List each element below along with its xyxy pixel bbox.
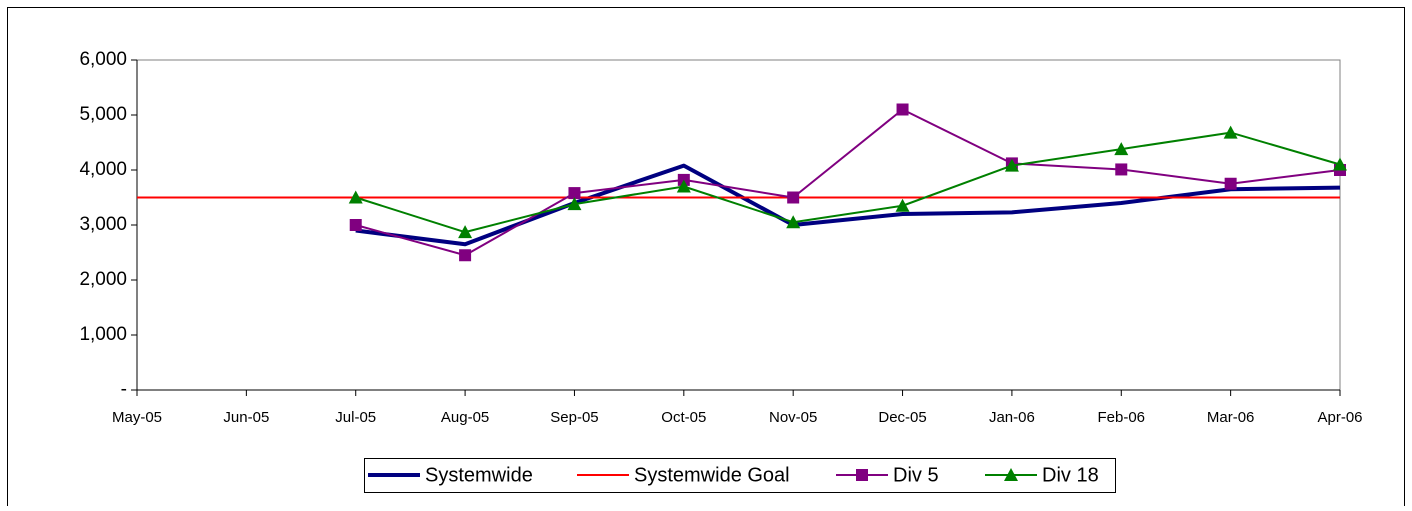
chart-border	[7, 7, 1405, 511]
x-tick-label: Sep-05	[550, 409, 598, 426]
marker	[787, 191, 800, 204]
marker	[349, 219, 362, 231]
x-tick-label: Aug-05	[441, 409, 489, 426]
x-tick-label: Jul-05	[335, 409, 376, 426]
marker	[567, 197, 582, 211]
y-tick-label: 2,000	[79, 269, 127, 290]
y-tick-label: 1,000	[79, 324, 127, 345]
legend-label: Systemwide	[425, 464, 533, 486]
legend-marker	[856, 469, 868, 481]
x-tick-label: Mar-06	[1207, 409, 1255, 426]
x-tick-label: Dec-05	[878, 409, 926, 426]
marker	[459, 249, 472, 262]
marker	[1115, 163, 1128, 176]
series-line	[355, 108, 1341, 257]
marker	[676, 179, 691, 193]
y-tick-label: -	[121, 379, 127, 400]
legend-label: Div 5	[893, 464, 939, 486]
x-tick-label: Nov-05	[769, 409, 817, 426]
legend-marker	[1004, 468, 1018, 481]
marker	[1333, 157, 1347, 171]
y-tick-label: 3,000	[79, 214, 127, 235]
marker	[895, 198, 910, 212]
x-tick-label: Oct-05	[661, 409, 706, 426]
marker	[568, 187, 581, 200]
marker	[786, 215, 801, 229]
marker	[896, 103, 909, 116]
marker	[1223, 125, 1238, 139]
series-line	[355, 131, 1341, 234]
marker	[458, 225, 473, 239]
x-tick-label: Jan-06	[989, 409, 1035, 426]
marker	[1224, 177, 1237, 190]
legend-label: Div 18	[1042, 464, 1099, 486]
marker	[348, 190, 363, 204]
y-tick-label: 6,000	[79, 49, 127, 70]
x-tick-label: Feb-06	[1098, 409, 1146, 426]
legend-label: Systemwide Goal	[634, 464, 790, 486]
y-tick-label: 5,000	[79, 104, 127, 125]
marker	[1114, 142, 1129, 156]
x-tick-label: Jun-05	[223, 409, 269, 426]
x-tick-label: Apr-06	[1317, 409, 1362, 426]
x-tick-label: May-05	[112, 409, 162, 426]
marker	[1004, 158, 1019, 172]
y-tick-label: 4,000	[79, 159, 127, 180]
